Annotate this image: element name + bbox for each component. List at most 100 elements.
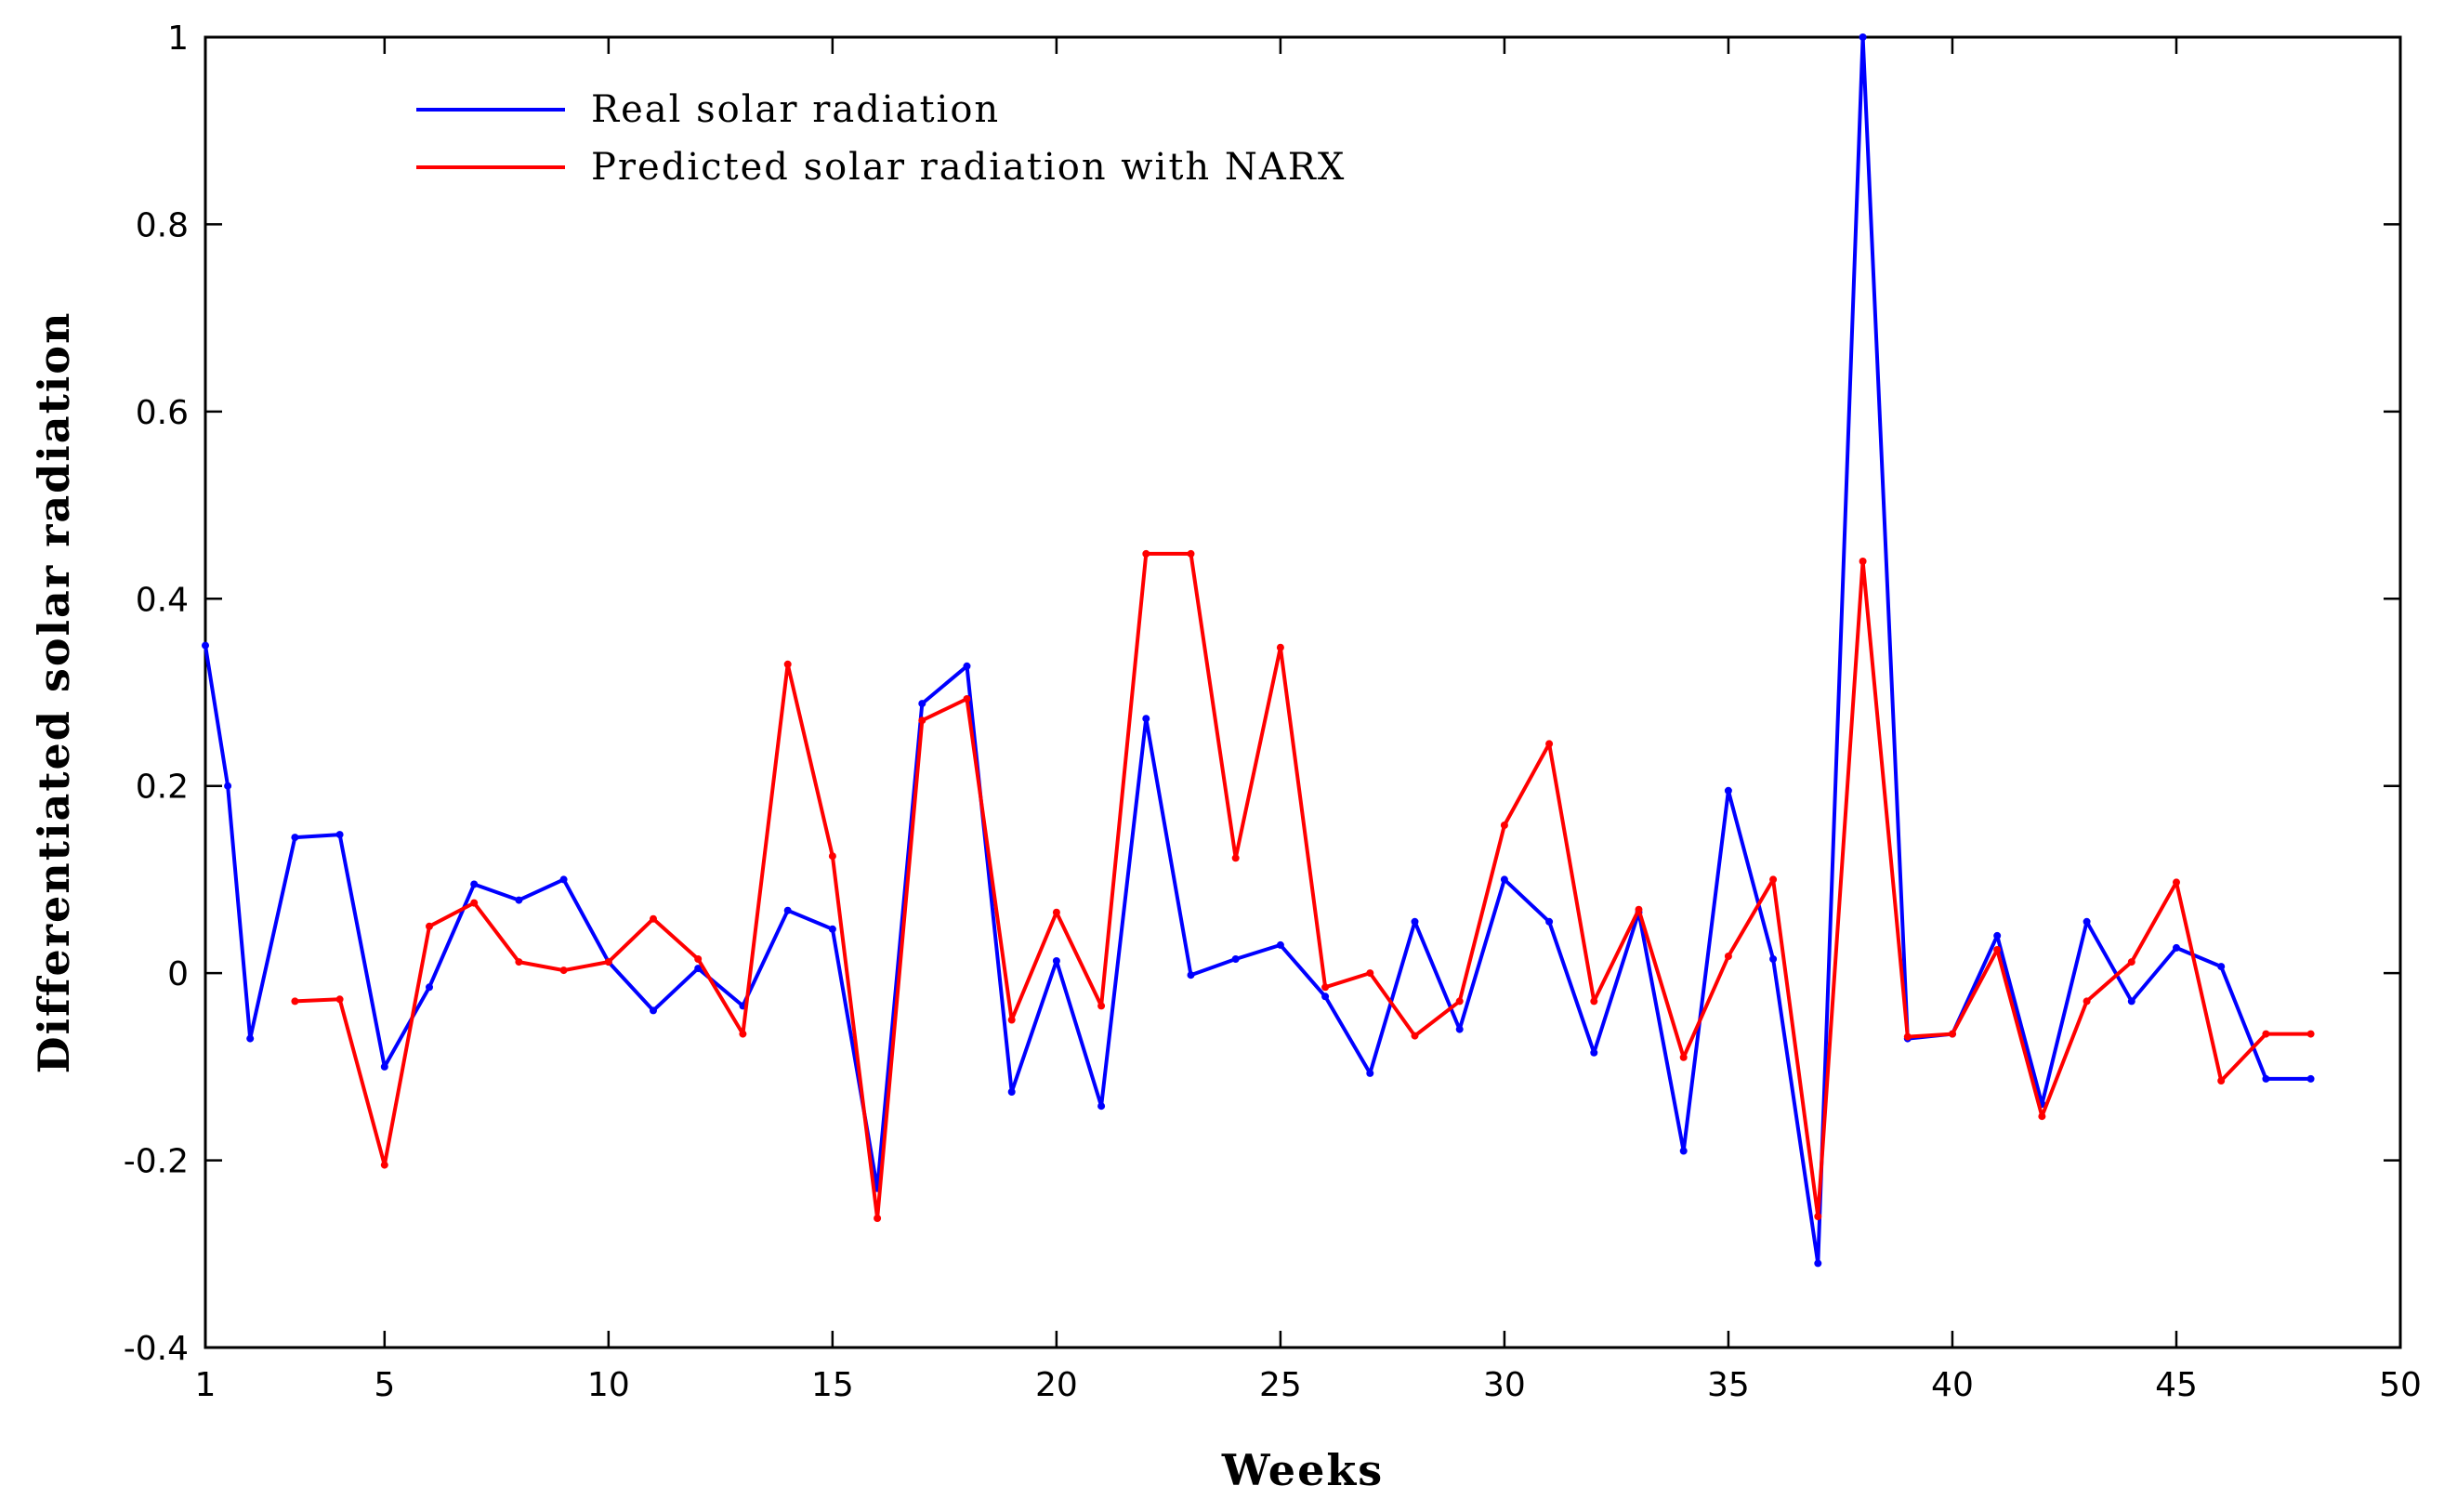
data-point bbox=[2306, 1074, 2315, 1083]
data-point bbox=[224, 782, 232, 790]
data-point bbox=[604, 958, 612, 966]
x-tick-label: 1 bbox=[195, 1366, 217, 1404]
y-tick-label: 0 bbox=[167, 955, 189, 993]
data-point bbox=[694, 955, 703, 963]
x-tick-label: 30 bbox=[1483, 1366, 1526, 1404]
x-tick-label: 10 bbox=[587, 1366, 630, 1404]
x-axis-title: Weeks bbox=[1221, 1445, 1384, 1495]
data-point bbox=[1590, 1048, 1598, 1057]
legend: Real solar radiation Predicted solar rad… bbox=[416, 88, 1346, 189]
y-tick-label: 0.2 bbox=[136, 769, 189, 807]
data-point bbox=[380, 1161, 388, 1169]
data-point bbox=[515, 958, 523, 966]
data-point bbox=[1635, 905, 1643, 914]
data-point bbox=[2306, 1030, 2315, 1038]
data-point bbox=[2038, 1112, 2046, 1121]
data-point bbox=[1949, 1030, 1956, 1038]
series-predicted bbox=[291, 549, 2315, 1222]
data-point bbox=[1859, 558, 1867, 565]
data-point bbox=[650, 1006, 657, 1015]
y-axis-title: Differentiated solar radiation bbox=[29, 311, 79, 1074]
data-point bbox=[918, 717, 926, 725]
data-point bbox=[1142, 549, 1150, 558]
data-point bbox=[828, 852, 836, 861]
data-point bbox=[1814, 1213, 1822, 1220]
data-point bbox=[1545, 917, 1554, 926]
data-point bbox=[1187, 549, 1195, 558]
data-point bbox=[1590, 997, 1598, 1006]
data-point bbox=[1769, 955, 1778, 963]
data-point bbox=[1276, 643, 1284, 651]
data-point bbox=[2083, 917, 2091, 926]
data-point bbox=[559, 875, 568, 884]
data-point bbox=[2127, 997, 2135, 1006]
x-tick-label: 40 bbox=[1931, 1366, 1974, 1404]
data-point bbox=[650, 914, 657, 923]
data-point bbox=[739, 1030, 747, 1038]
data-point bbox=[470, 899, 479, 907]
series-layer bbox=[202, 33, 2315, 1268]
legend-label-predicted: Predicted solar radiation with NARX bbox=[591, 146, 1346, 189]
data-point bbox=[426, 922, 433, 930]
x-tick-label: 45 bbox=[2155, 1366, 2198, 1404]
data-point bbox=[2173, 878, 2180, 887]
data-point bbox=[2262, 1074, 2270, 1083]
data-point bbox=[1052, 908, 1060, 916]
y-tick-label: -0.4 bbox=[124, 1330, 189, 1368]
axis-tick-labels: 1 5 10 15 20 25 30 35 40 45 50-0.4-0.200.20.40.60.… bbox=[124, 20, 2422, 1404]
series-line bbox=[204, 35, 2311, 1266]
data-point bbox=[874, 1215, 882, 1222]
data-point bbox=[1366, 1069, 1374, 1077]
x-tick-label: 15 bbox=[811, 1366, 854, 1404]
data-point bbox=[426, 983, 433, 992]
data-point bbox=[1321, 983, 1330, 992]
data-point bbox=[1500, 875, 1508, 884]
x-tick-label: 50 bbox=[2379, 1366, 2422, 1404]
data-point bbox=[335, 831, 344, 839]
y-tick-label: 0.8 bbox=[136, 206, 189, 244]
data-point bbox=[1545, 740, 1554, 748]
data-point bbox=[1052, 957, 1060, 965]
data-point bbox=[1769, 875, 1778, 884]
data-point bbox=[470, 880, 479, 888]
x-tick-label: 25 bbox=[1259, 1366, 1302, 1404]
data-point bbox=[291, 834, 299, 842]
data-point bbox=[963, 662, 971, 670]
data-point bbox=[2217, 963, 2226, 971]
data-point bbox=[1187, 971, 1195, 980]
y-tick-label: 0.4 bbox=[136, 581, 189, 619]
data-point bbox=[1007, 1088, 1016, 1096]
data-point bbox=[1903, 1032, 1912, 1041]
data-point bbox=[918, 700, 926, 708]
data-point bbox=[1455, 997, 1464, 1006]
y-tick-label: 1 bbox=[167, 20, 189, 58]
data-point bbox=[1993, 931, 2002, 940]
series-real bbox=[202, 33, 2315, 1268]
data-point bbox=[2173, 943, 2180, 952]
y-tick-label: 0.6 bbox=[136, 394, 189, 432]
data-point bbox=[1276, 940, 1284, 949]
data-point bbox=[1231, 854, 1240, 862]
data-point bbox=[1500, 822, 1508, 829]
x-tick-label: 5 bbox=[374, 1366, 395, 1404]
data-point bbox=[1679, 1147, 1688, 1155]
data-point bbox=[828, 925, 836, 933]
data-point bbox=[335, 995, 344, 1004]
data-point bbox=[1231, 955, 1240, 963]
data-point bbox=[1097, 1102, 1106, 1111]
data-point bbox=[783, 906, 792, 914]
x-tick-label: 20 bbox=[1035, 1366, 1078, 1404]
data-point bbox=[2083, 997, 2091, 1006]
data-point bbox=[783, 660, 792, 668]
data-point bbox=[963, 695, 971, 703]
data-point bbox=[1007, 1016, 1016, 1024]
axis-ticks bbox=[204, 35, 2402, 1349]
data-point bbox=[1366, 969, 1374, 978]
data-point bbox=[380, 1062, 388, 1071]
data-point bbox=[515, 896, 523, 904]
data-point bbox=[1859, 33, 1867, 41]
data-point bbox=[1724, 953, 1732, 960]
data-point bbox=[1455, 1025, 1464, 1033]
data-point bbox=[1724, 786, 1732, 795]
data-point bbox=[694, 965, 703, 973]
